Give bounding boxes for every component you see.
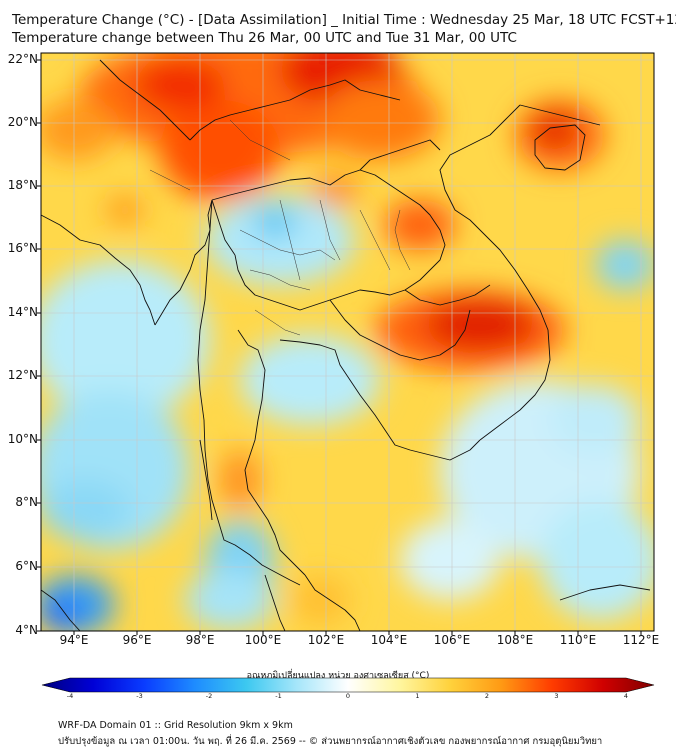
myanmar-tail: [199, 439, 213, 521]
colorbar-tick: 4: [623, 692, 629, 700]
lat-label-16n: 16°N: [7, 241, 38, 255]
axis-ticks: [37, 59, 642, 635]
thailand-laos-border: [211, 169, 446, 311]
graticule: [41, 53, 654, 631]
temperature-change-map: [37, 52, 655, 635]
vietnam-coast: [439, 104, 551, 441]
lon-label-112e: 112°E: [622, 633, 660, 647]
myanmar-coast: [41, 214, 156, 326]
lat-label-12n: 12°N: [7, 368, 38, 382]
sumatra-coast: [41, 589, 81, 631]
andaman-coast: [197, 199, 301, 586]
model-info: WRF-DA Domain 01 :: Grid Resolution 9km …: [58, 720, 293, 731]
lon-label-100e: 100°E: [244, 633, 282, 647]
thailand-myanmar-border: [211, 199, 236, 256]
myanmar-coast-east: [154, 199, 213, 326]
china-coast: [519, 104, 601, 126]
colorbar-tick: -4: [66, 692, 74, 700]
country-borders: [41, 59, 651, 631]
gulf-of-thailand-west: [237, 329, 306, 576]
temperature-field: [41, 53, 654, 631]
lon-label-94e: 94°E: [59, 633, 89, 647]
cambodia-border: [329, 299, 471, 361]
lat-label-14n: 14°N: [7, 305, 38, 319]
colorbar-tick: 2: [484, 692, 490, 700]
chart-title: Temperature Change (°C) - [Data Assimila…: [12, 12, 676, 28]
lat-label-4n: 4°N: [15, 623, 38, 637]
lat-label-20n: 20°N: [7, 115, 38, 129]
india-myanmar-border: [99, 59, 191, 141]
china-myanmar-border: [189, 79, 401, 141]
lon-label-106e: 106°E: [433, 633, 471, 647]
colorbar-title: อุณหภูมิเปลี่ยนแปลง หน่วย องศาเซลเซียส (…: [246, 671, 430, 681]
colorbar-gradient: [41, 677, 655, 693]
lon-label-104e: 104°E: [370, 633, 408, 647]
malay-peninsula-west: [264, 574, 286, 631]
update-info: ปรับปรุงข้อมูล ณ เวลา 01:00น. วัน พฤ. ที…: [58, 736, 603, 747]
laos-north-border: [359, 139, 441, 171]
colorbar-tick: 1: [415, 692, 420, 700]
lat-label-8n: 8°N: [15, 495, 38, 509]
colorbar: [41, 677, 655, 693]
chart-subtitle: Temperature change between Thu 26 Mar, 0…: [12, 30, 517, 46]
lat-label-10n: 10°N: [7, 432, 38, 446]
hainan-island: [534, 124, 586, 171]
colorbar-tick: -3: [136, 692, 143, 700]
lat-label-18n: 18°N: [7, 178, 38, 192]
lon-label-110e: 110°E: [559, 633, 597, 647]
borneo-coast: [559, 584, 651, 601]
lon-label-102e: 102°E: [307, 633, 345, 647]
province-borders: [149, 119, 411, 336]
colorbar-tick: -2: [205, 692, 213, 700]
malay-peninsula-east: [304, 574, 361, 631]
map-frame: [40, 52, 655, 632]
lat-label-22n: 22°N: [7, 52, 38, 66]
lon-label-98e: 98°E: [185, 633, 215, 647]
colorbar-tick: -1: [275, 692, 282, 700]
lon-label-108e: 108°E: [496, 633, 534, 647]
colorbar-tick: 0: [345, 692, 351, 700]
gulf-of-thailand-east: [279, 339, 481, 461]
laos-cambodia-border: [404, 284, 491, 306]
colorbar-tick: 3: [554, 692, 559, 700]
lon-label-96e: 96°E: [122, 633, 152, 647]
lat-label-6n: 6°N: [15, 559, 38, 573]
